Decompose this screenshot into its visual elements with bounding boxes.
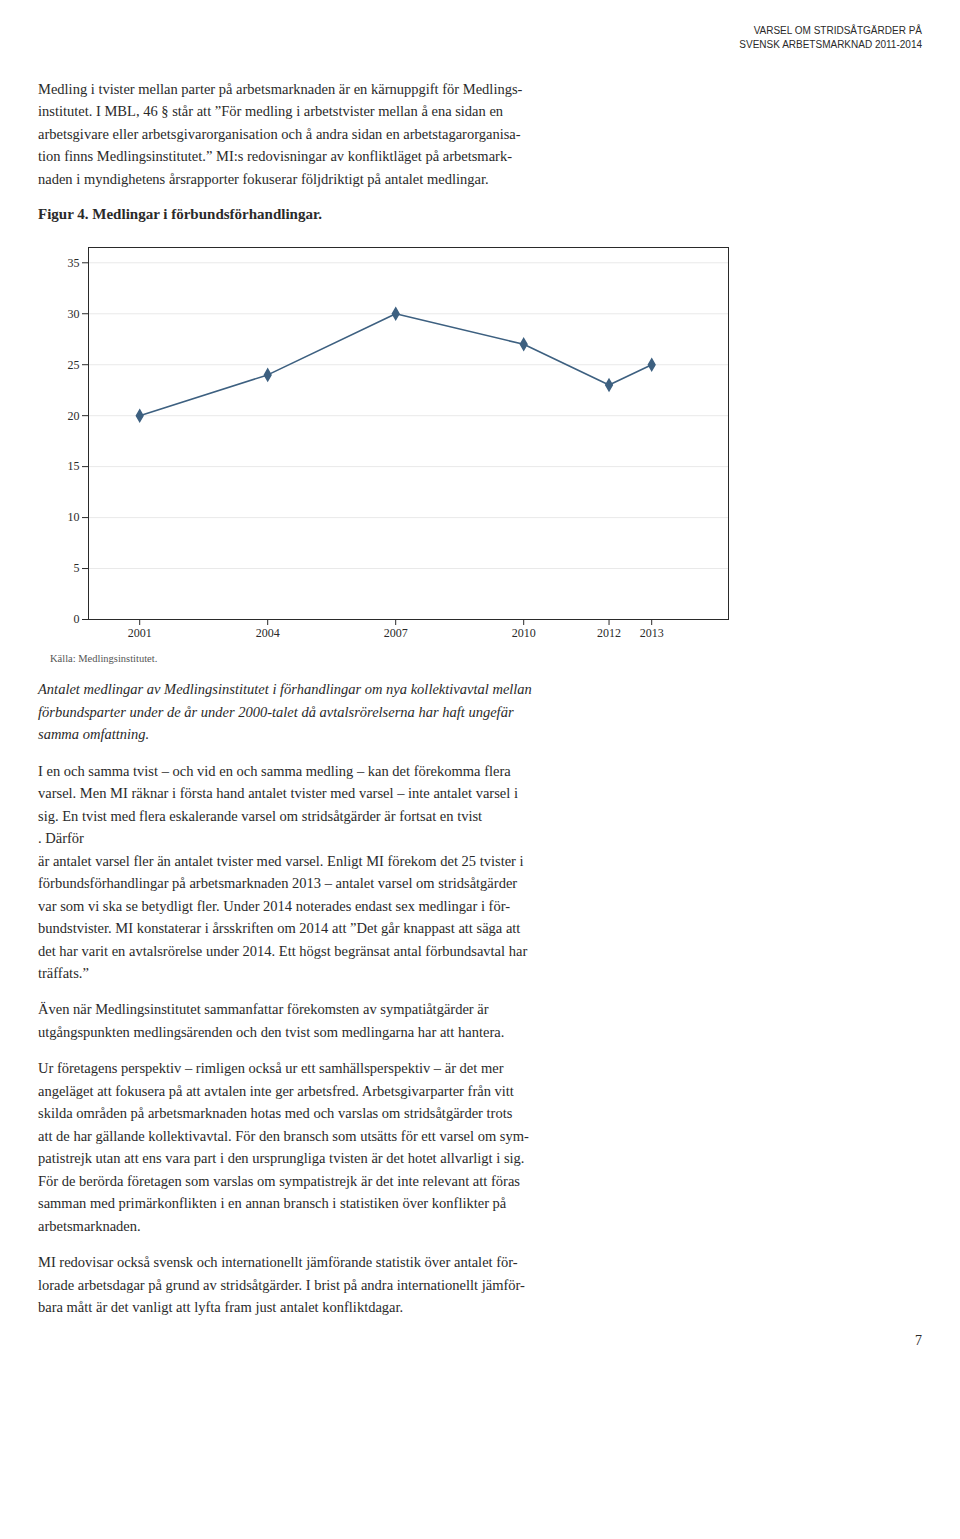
svg-text:2004: 2004: [256, 626, 280, 640]
svg-text:2001: 2001: [128, 626, 152, 640]
svg-text:15: 15: [68, 460, 80, 474]
svg-text:30: 30: [68, 307, 80, 321]
svg-text:5: 5: [74, 562, 80, 576]
html-text:SVENSK ARBETSMARKNAD 2011-2014: SVENSK ARBETSMARKNAD 2011-2014: [739, 39, 922, 50]
svg-text:2010: 2010: [512, 626, 536, 640]
html-text:MI redovisar också svensk och: MI redovisar också svensk och internatio…: [38, 1254, 525, 1316]
svg-text:2007: 2007: [384, 626, 408, 640]
svg-text:10: 10: [68, 511, 80, 525]
svg-text:2012: 2012: [597, 626, 621, 640]
svg-text:20: 20: [68, 409, 80, 423]
svg-text:35: 35: [68, 256, 80, 270]
svg-text:25: 25: [68, 358, 80, 372]
html-text:I en och samma tvist – och vid: I en och samma tvist – och vid en och sa…: [38, 762, 528, 981]
html-text:VARSEL OM STRIDSÅTGÄRDER PÅ: VARSEL OM STRIDSÅTGÄRDER PÅ: [753, 25, 922, 36]
html-text:Medling i tvister mellan parte: Medling i tvister mellan parter på arbet…: [38, 81, 523, 187]
svg-text:0: 0: [74, 613, 80, 627]
html-text:Figur 4. Medlingar i förbundsf: Figur 4. Medlingar i förbundsförhandling…: [38, 206, 322, 223]
html-text:Källa: Medlingsinstitutet.: Källa: Medlingsinstitutet.: [50, 653, 158, 665]
html-text:Antalet medlingar av Medlingsi: Antalet medlingar av Medlingsinstitutet …: [38, 681, 532, 743]
html-text:Ur företagens perspektiv – rim: Ur företagens perspektiv – rimligen ocks…: [38, 1060, 529, 1234]
html-text:7: 7: [915, 1332, 922, 1348]
html-text:Även när Medlingsinstitutet sa: Även när Medlingsinstitutet sammanfattar…: [38, 1001, 505, 1040]
svg-text:2013: 2013: [640, 626, 664, 640]
